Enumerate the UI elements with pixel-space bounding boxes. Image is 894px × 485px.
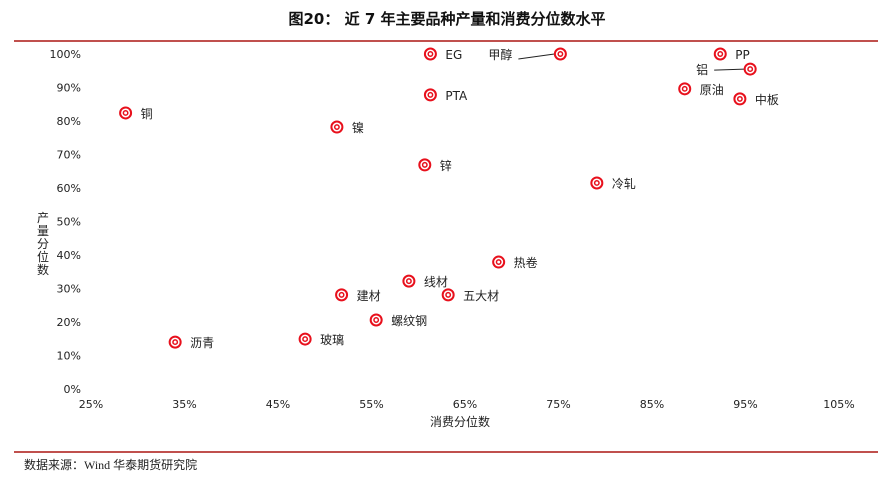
y-tick-label: 40% (57, 249, 81, 262)
data-point: 铝 (696, 62, 757, 77)
data-point: EG (423, 47, 462, 62)
data-point: PTA (423, 88, 468, 103)
figure-title: 图20： 近 7 年主要品种产量和消费分位数水平 (288, 10, 606, 28)
y-tick-label: 90% (57, 82, 81, 95)
x-tick-label: 105% (823, 398, 854, 411)
leader-line (714, 68, 745, 71)
point-label: 铜 (141, 106, 153, 121)
source-note: 数据来源：Wind 华泰期货研究院 (24, 458, 198, 472)
leader-line (518, 53, 555, 60)
svg-text:量: 量 (37, 224, 49, 238)
point-label: 螺纹钢 (391, 314, 427, 328)
data-point: 锌 (418, 158, 452, 173)
x-tick-label: 85% (640, 398, 664, 411)
y-tick-label: 100% (50, 48, 81, 61)
svg-text:产: 产 (37, 211, 49, 225)
data-point: PP (713, 47, 750, 62)
data-point: 甲醇 (488, 47, 567, 62)
data-point: 线材 (402, 274, 448, 289)
data-point: 建材 (335, 288, 381, 303)
data-point: 原油 (678, 82, 724, 97)
scatter-chart: 0% 10% 20% 30% 40% 50% 60% 70% 80% 90% 100% 25% 35%… (37, 47, 855, 429)
point-label: 五大材 (463, 289, 499, 303)
x-tick-label: 45% (266, 398, 290, 411)
point-label: PP (735, 48, 749, 62)
data-point: 螺纹钢 (369, 313, 427, 328)
top-divider (14, 40, 878, 42)
data-point: 冷轧 (590, 176, 636, 191)
x-axis-ticks: 25% 35% 45% 55% 65% 75% 85% 95% 105% (79, 398, 855, 411)
y-tick-label: 0% (64, 383, 81, 396)
y-tick-label: 30% (57, 283, 81, 296)
point-label: 锌 (440, 159, 452, 173)
y-tick-label: 20% (57, 316, 81, 329)
data-point: 镍 (330, 120, 364, 135)
point-label: 中板 (755, 92, 779, 107)
x-tick-label: 25% (79, 398, 103, 411)
y-tick-label: 60% (57, 182, 81, 195)
x-tick-label: 65% (453, 398, 477, 411)
point-label: 甲醇 (488, 47, 512, 62)
point-label: 建材 (357, 289, 381, 303)
x-tick-label: 55% (359, 398, 383, 411)
svg-text:分: 分 (37, 237, 49, 251)
x-tick-label: 75% (546, 398, 570, 411)
point-label: EG (445, 48, 462, 62)
point-label: 玻璃 (320, 333, 344, 347)
svg-text:位: 位 (37, 249, 49, 264)
bottom-divider (14, 451, 878, 453)
x-axis-label: 消费分位数 (430, 414, 490, 429)
data-point: 热卷 (492, 255, 538, 270)
data-point: 玻璃 (298, 332, 344, 347)
x-tick-label: 95% (733, 398, 757, 411)
y-tick-label: 50% (57, 216, 81, 229)
x-tick-label: 35% (172, 398, 196, 411)
point-label: 沥青 (190, 336, 214, 350)
y-tick-label: 80% (57, 115, 81, 128)
point-label: 冷轧 (612, 177, 636, 191)
point-label: 线材 (424, 275, 448, 289)
point-label: 热卷 (514, 255, 538, 270)
svg-text:数: 数 (37, 262, 49, 277)
y-tick-label: 70% (57, 149, 81, 162)
data-point: 沥青 (168, 335, 214, 350)
point-label: PTA (445, 89, 468, 103)
y-tick-label: 10% (57, 350, 81, 363)
y-axis-ticks: 0% 10% 20% 30% 40% 50% 60% 70% 80% 90% 100% (50, 48, 81, 396)
point-label: 镍 (352, 121, 364, 135)
data-point: 铜 (119, 106, 153, 121)
point-label: 原油 (700, 83, 724, 97)
data-point: 五大材 (441, 288, 499, 303)
data-point: 中板 (733, 92, 779, 107)
leader-lines (518, 53, 745, 71)
point-label: 铝 (696, 62, 708, 77)
